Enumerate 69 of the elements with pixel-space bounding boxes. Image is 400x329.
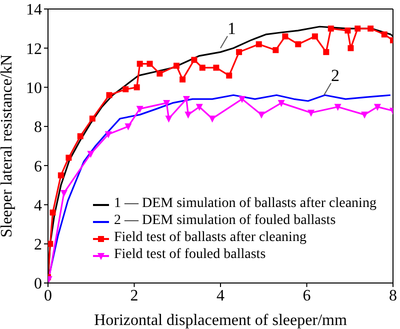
x-tick-label: 2 xyxy=(130,287,138,304)
point xyxy=(66,154,72,161)
point xyxy=(354,26,361,32)
point xyxy=(348,45,354,52)
legend-label: 1 — DEM simulation of ballasts after cleaning xyxy=(114,196,378,212)
point xyxy=(256,41,262,48)
x-tick-label: 6 xyxy=(302,287,311,304)
point xyxy=(50,210,56,216)
y-tick-label: 2 xyxy=(34,236,42,254)
point xyxy=(368,26,374,32)
y-tick-label: 0 xyxy=(34,276,42,293)
point xyxy=(182,96,190,104)
point xyxy=(258,112,265,119)
point xyxy=(106,92,112,98)
point xyxy=(236,49,242,56)
point xyxy=(374,104,381,111)
point xyxy=(323,49,330,56)
y-tick-label: 10 xyxy=(26,80,42,97)
point xyxy=(48,240,54,247)
point xyxy=(381,31,388,38)
x-tick-label: 4 xyxy=(216,287,224,304)
point xyxy=(156,70,163,77)
point xyxy=(226,72,232,79)
point xyxy=(272,47,279,54)
point xyxy=(134,84,140,90)
point xyxy=(77,133,84,140)
point xyxy=(89,116,96,122)
point xyxy=(196,104,203,111)
point xyxy=(199,64,206,71)
point xyxy=(163,100,170,107)
y-tick-label: 12 xyxy=(26,40,42,58)
y-tick-label: 4 xyxy=(34,197,42,214)
point xyxy=(184,112,192,119)
y-axis-title: Sleeper lateral resistance/kN xyxy=(0,54,16,238)
legend-label: Field test of ballasts after cleaning xyxy=(114,230,308,246)
point xyxy=(180,76,186,82)
x-tick-label: 8 xyxy=(389,287,397,304)
point xyxy=(295,41,302,48)
point xyxy=(278,100,285,107)
point xyxy=(312,33,318,40)
point xyxy=(361,112,368,119)
point xyxy=(124,123,132,130)
point xyxy=(122,86,129,92)
point xyxy=(136,106,144,113)
point xyxy=(136,60,143,67)
point xyxy=(60,190,68,197)
y-tick-label: 14 xyxy=(26,2,42,19)
point xyxy=(146,60,153,67)
x-axis-title: Horizontal displacement of sleeper/mm xyxy=(94,312,348,329)
point xyxy=(308,110,315,117)
annotation: 2 xyxy=(331,66,340,86)
point xyxy=(87,150,94,158)
point xyxy=(328,26,334,32)
point xyxy=(191,56,198,63)
legend-label: 2 — DEM simulation of fouled ballasts xyxy=(114,213,337,229)
point xyxy=(104,131,112,138)
point xyxy=(334,104,342,111)
point xyxy=(58,172,64,178)
y-tick-label: 8 xyxy=(34,119,42,136)
point xyxy=(174,62,180,69)
annotation: 1 xyxy=(228,19,236,38)
point xyxy=(344,28,351,34)
point xyxy=(208,116,216,123)
point xyxy=(238,96,246,104)
point xyxy=(213,64,220,71)
point xyxy=(165,116,172,123)
legend-label: Field test of fouled ballasts xyxy=(114,247,267,263)
y-tick-label: 6 xyxy=(34,158,42,176)
point xyxy=(282,33,288,40)
